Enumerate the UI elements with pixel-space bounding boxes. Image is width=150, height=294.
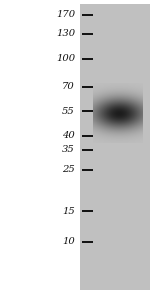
Text: 40: 40 <box>62 131 75 140</box>
Text: 100: 100 <box>56 54 75 63</box>
Text: 35: 35 <box>62 146 75 154</box>
Text: 170: 170 <box>56 10 75 19</box>
Text: 25: 25 <box>62 166 75 174</box>
Text: 15: 15 <box>62 207 75 216</box>
Text: 130: 130 <box>56 29 75 38</box>
Text: 70: 70 <box>62 82 75 91</box>
Text: 55: 55 <box>62 107 75 116</box>
Bar <box>80 4 150 290</box>
Text: 10: 10 <box>62 237 75 246</box>
